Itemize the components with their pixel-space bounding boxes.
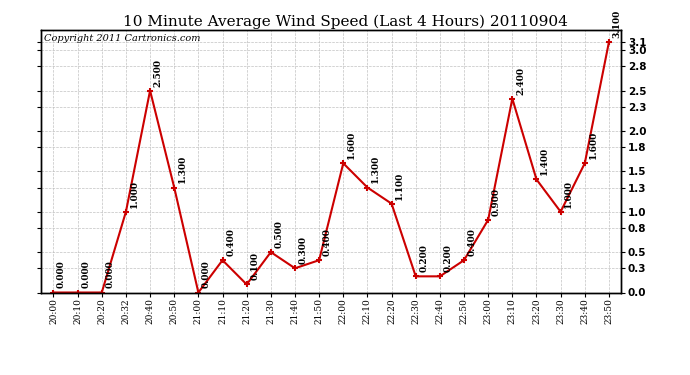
Text: 1.400: 1.400 bbox=[540, 147, 549, 176]
Text: 0.400: 0.400 bbox=[226, 228, 235, 256]
Text: 1.600: 1.600 bbox=[347, 131, 356, 159]
Text: Copyright 2011 Cartronics.com: Copyright 2011 Cartronics.com bbox=[44, 34, 201, 43]
Text: 0.000: 0.000 bbox=[202, 261, 211, 288]
Text: 1.100: 1.100 bbox=[395, 171, 404, 200]
Text: 0.000: 0.000 bbox=[106, 261, 115, 288]
Text: 0.400: 0.400 bbox=[323, 228, 332, 256]
Text: 0.500: 0.500 bbox=[275, 220, 284, 248]
Text: 2.400: 2.400 bbox=[516, 67, 525, 94]
Text: 0.000: 0.000 bbox=[81, 261, 90, 288]
Text: 0.200: 0.200 bbox=[420, 244, 428, 272]
Text: 1.000: 1.000 bbox=[130, 180, 139, 208]
Text: 10 Minute Average Wind Speed (Last 4 Hours) 20110904: 10 Minute Average Wind Speed (Last 4 Hou… bbox=[123, 15, 567, 29]
Text: 0.000: 0.000 bbox=[57, 261, 66, 288]
Text: 3.100: 3.100 bbox=[613, 10, 622, 38]
Text: 0.200: 0.200 bbox=[444, 244, 453, 272]
Text: 0.400: 0.400 bbox=[468, 228, 477, 256]
Text: 2.500: 2.500 bbox=[154, 58, 163, 87]
Text: 0.300: 0.300 bbox=[299, 236, 308, 264]
Text: 0.900: 0.900 bbox=[492, 188, 501, 216]
Text: 0.100: 0.100 bbox=[250, 252, 259, 280]
Text: 1.600: 1.600 bbox=[589, 131, 598, 159]
Text: 1.300: 1.300 bbox=[371, 155, 380, 183]
Text: 1.300: 1.300 bbox=[178, 155, 187, 183]
Text: 1.000: 1.000 bbox=[564, 180, 573, 208]
